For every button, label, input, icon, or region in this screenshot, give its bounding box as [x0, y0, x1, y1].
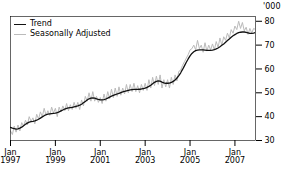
- svg-text:Jan1999: Jan1999: [45, 148, 65, 165]
- svg-text:Jan2007: Jan2007: [225, 148, 245, 165]
- svg-text:80: 80: [265, 17, 275, 26]
- svg-text:50: 50: [265, 88, 275, 97]
- html-text:Trend: Trend: [30, 19, 52, 28]
- svg-text:Jan1997: Jan1997: [0, 148, 20, 165]
- svg-text:Jan2001: Jan2001: [90, 148, 110, 165]
- html-text:Seasonally Adjusted: Seasonally Adjusted: [30, 29, 111, 38]
- svg-text:70: 70: [265, 41, 275, 50]
- svg-text:Jan2003: Jan2003: [135, 148, 155, 165]
- svg-text:Jan2005: Jan2005: [180, 148, 200, 165]
- svg-text:40: 40: [265, 112, 275, 121]
- svg-text:'000: '000: [263, 2, 280, 11]
- svg-text:60: 60: [265, 65, 275, 74]
- svg-text:30: 30: [265, 136, 275, 145]
